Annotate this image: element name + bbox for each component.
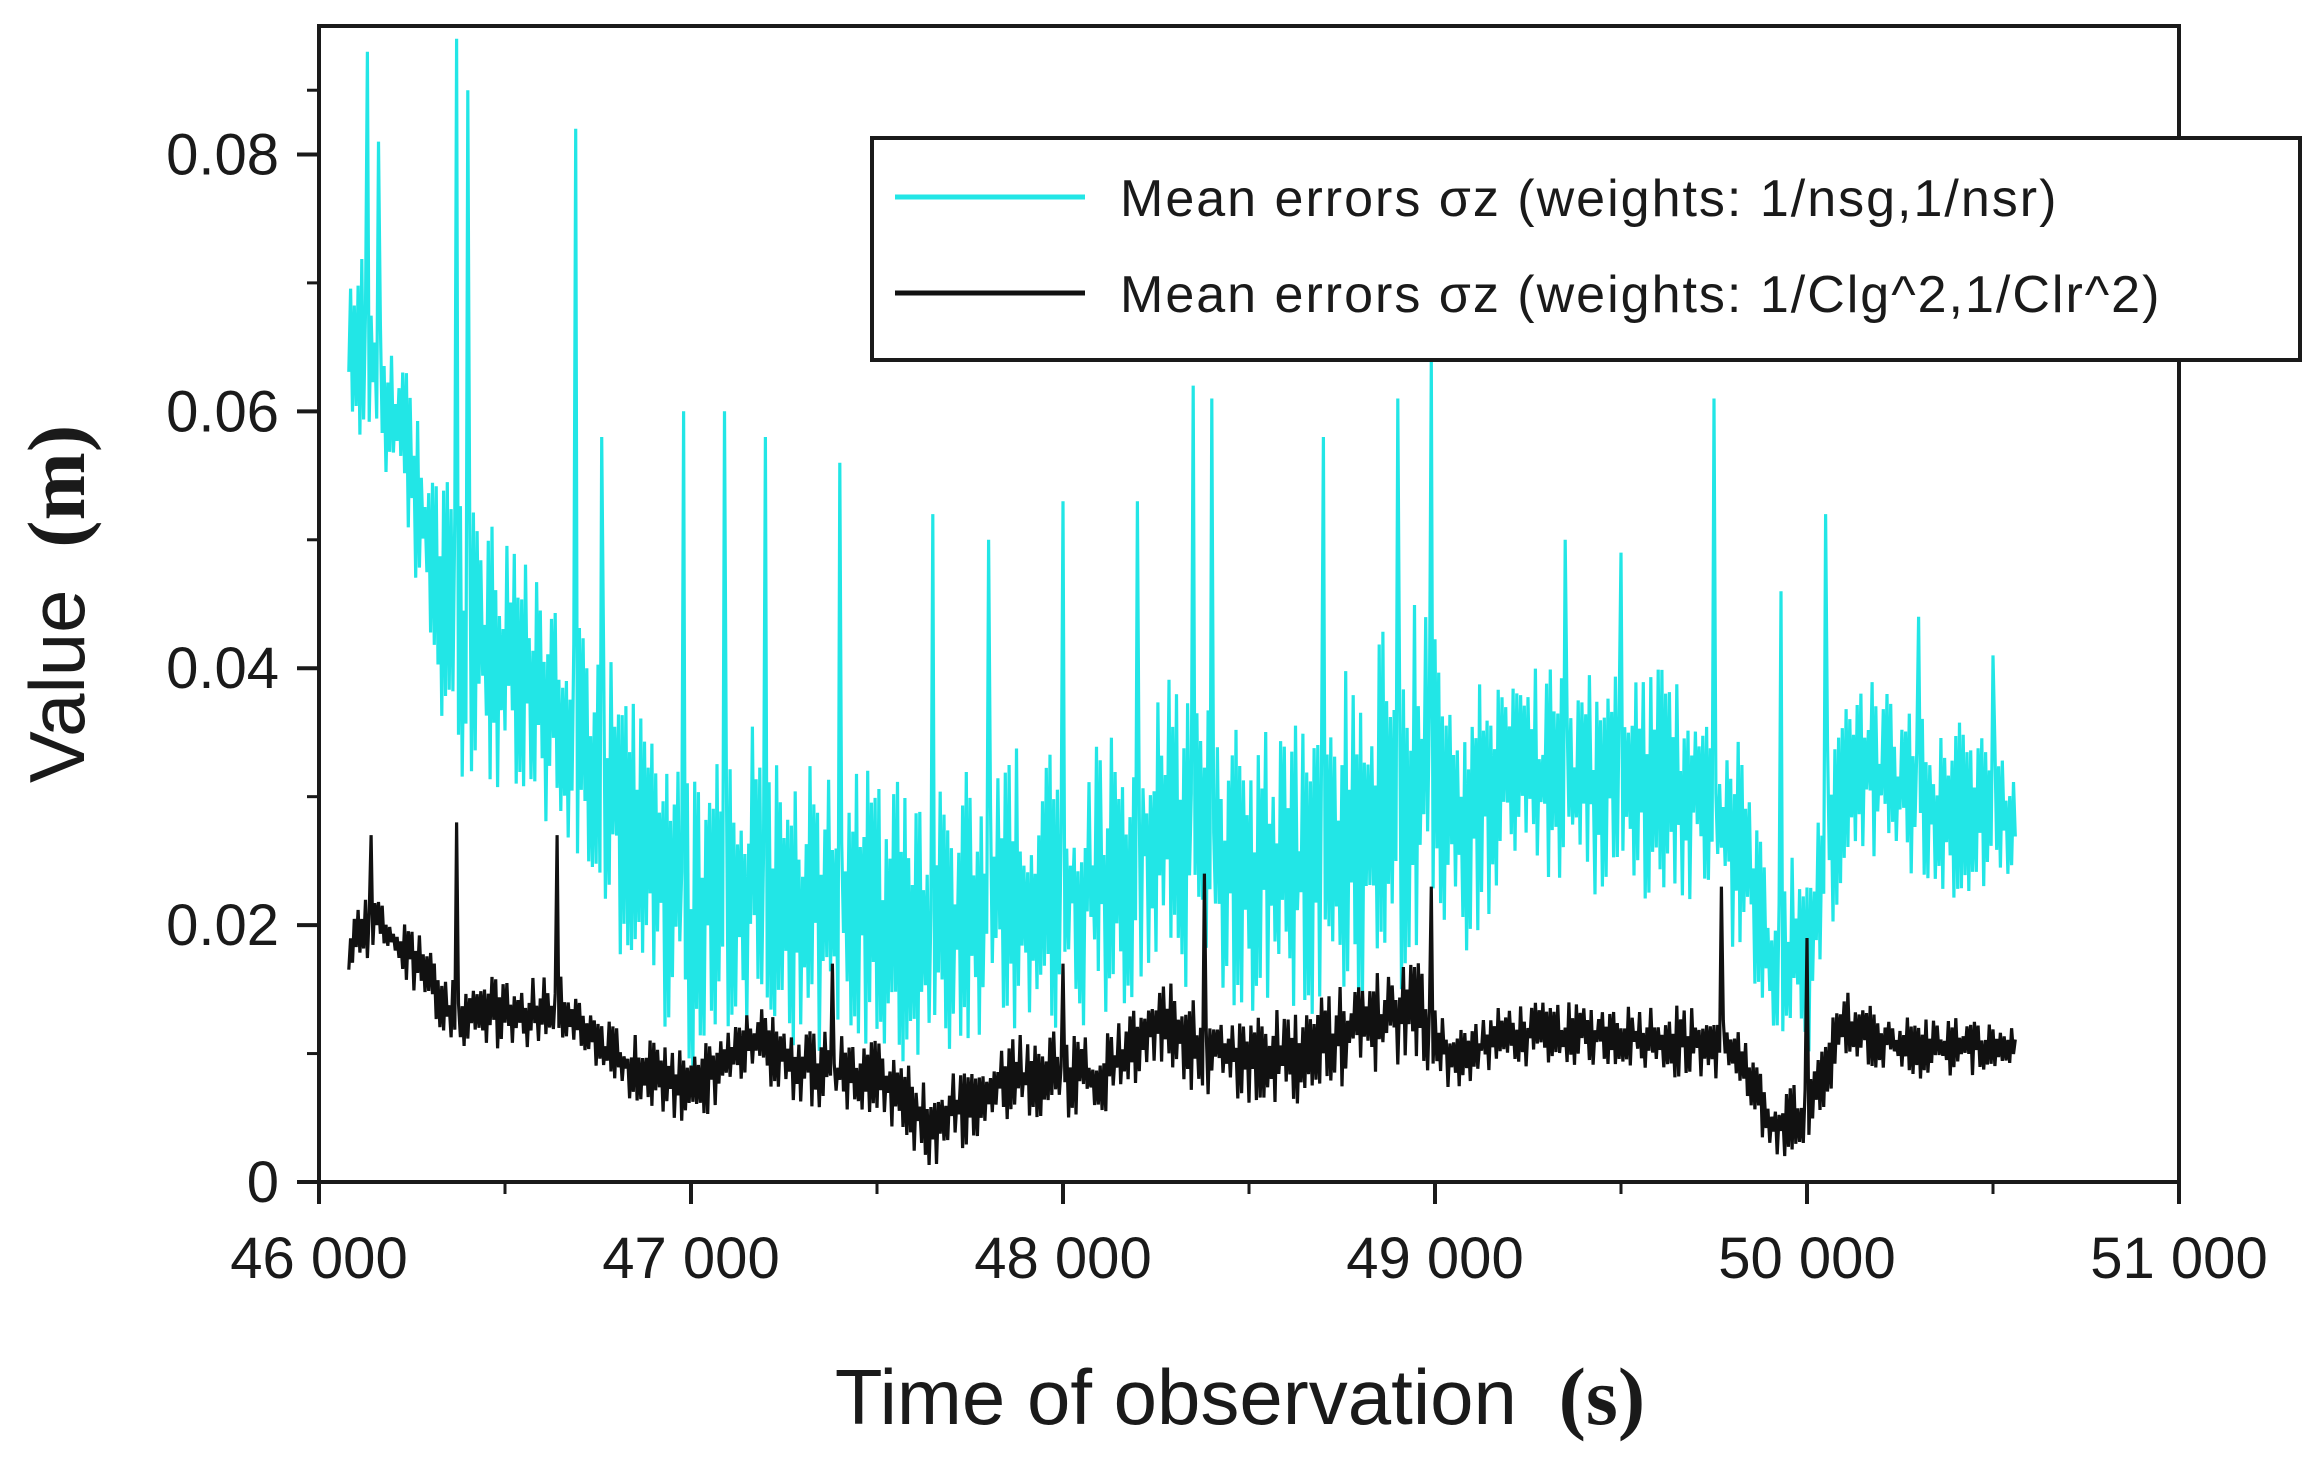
y-tick-label: 0.04 <box>166 636 279 701</box>
series-layer <box>347 38 2017 1166</box>
y-tick-label: 0 <box>247 1150 279 1215</box>
y-axis-label: Value (m) <box>11 425 102 783</box>
series-line-2 <box>347 822 2017 1166</box>
x-axis-label-text: Time of observation <box>835 1353 1517 1441</box>
x-tick-label: 50 000 <box>1718 1226 1895 1291</box>
y-tick-label: 0.06 <box>166 379 279 444</box>
x-axis-label: Time of observation (s) <box>835 1351 1645 1442</box>
y-tick-label: 0.02 <box>166 893 279 958</box>
y-tick-label: 0.08 <box>166 122 279 187</box>
x-axis-label-unit: (s) <box>1559 1351 1646 1442</box>
x-tick-label: 47 000 <box>602 1226 779 1291</box>
y-axis-label-text: Value <box>13 589 101 783</box>
x-tick-label: 46 000 <box>230 1226 407 1291</box>
y-axis-label-unit: (m) <box>11 425 102 548</box>
x-tick-label: 49 000 <box>1346 1226 1523 1291</box>
legend: Mean errors σz (weights: 1/nsg,1/nsr) Me… <box>870 136 2302 362</box>
x-tick-label: 48 000 <box>974 1226 1151 1291</box>
ticks-layer: 46 000 47 000 48 000 49 000 50 000 51 000 0 0.0… <box>166 88 2268 1291</box>
legend-label-series-2: Mean errors σz (weights: 1/Clg^2,1/Clr^2… <box>1120 266 2161 324</box>
legend-box <box>870 136 2302 362</box>
legend-label-series-1: Mean errors σz (weights: 1/nsg,1/nsr) <box>1120 170 2058 228</box>
x-tick-label: 51 000 <box>2090 1226 2267 1291</box>
series-line-1 <box>347 38 2017 1071</box>
